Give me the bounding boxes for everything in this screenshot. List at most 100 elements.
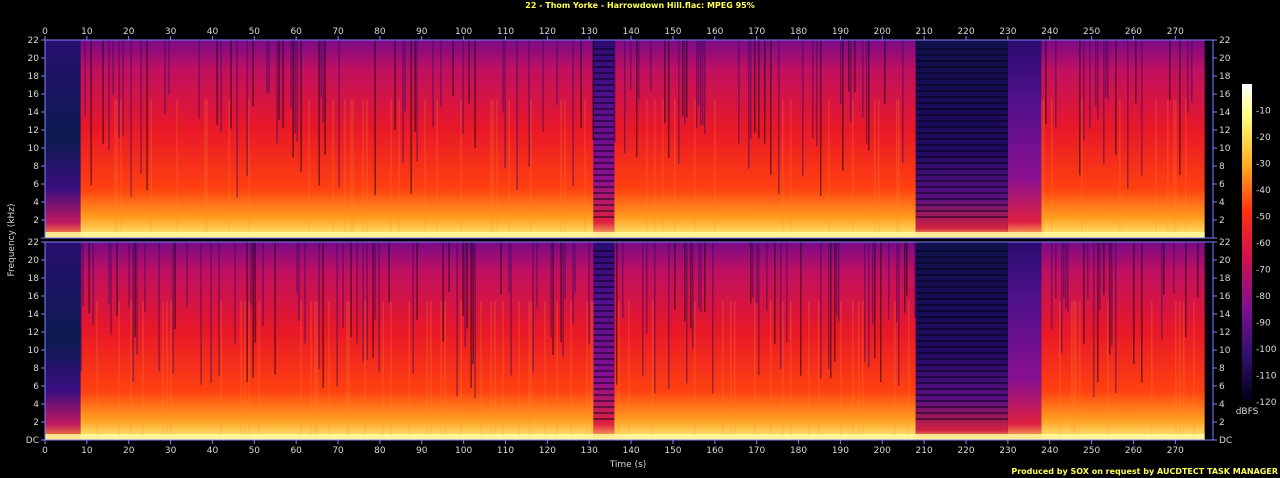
y-tick-label: 14 bbox=[28, 310, 40, 320]
x-tick-label: 270 bbox=[1167, 446, 1184, 456]
spectral-streaks bbox=[84, 40, 1193, 239]
x-tick-label-top: 140 bbox=[622, 27, 639, 37]
x-tick-label: 60 bbox=[290, 446, 302, 456]
y-tick-label: 10 bbox=[28, 144, 40, 154]
colorbar-tick-label: -70 bbox=[1256, 266, 1271, 276]
y-tick-label-right: 10 bbox=[1219, 144, 1231, 154]
chart-title: 22 - Thom Yorke - Harrowdown Hill.flac: … bbox=[525, 1, 755, 10]
y-tick-label-right: 2 bbox=[1219, 418, 1225, 428]
y-tick-label-right: 10 bbox=[1219, 346, 1231, 356]
x-tick-label-top: 50 bbox=[249, 27, 261, 37]
y-tick-label: 10 bbox=[28, 346, 40, 356]
x-tick-label-top: 270 bbox=[1167, 27, 1184, 37]
x-tick-label: 160 bbox=[706, 446, 723, 456]
segment-0 bbox=[45, 40, 81, 238]
colorbar-tick-label: -20 bbox=[1256, 133, 1271, 143]
colorbar-tick-label: -120 bbox=[1256, 398, 1277, 408]
y-tick-label-right: 16 bbox=[1219, 292, 1231, 302]
x-tick-label: 40 bbox=[207, 446, 219, 456]
colorbar bbox=[1242, 84, 1252, 402]
segment-4 bbox=[915, 40, 1008, 238]
segment-0 bbox=[45, 242, 81, 440]
y-tick-label-right: 8 bbox=[1219, 364, 1225, 374]
x-tick-label-top: 30 bbox=[165, 27, 177, 37]
y-tick-label-right: 22 bbox=[1219, 36, 1230, 46]
x-tick-label-top: 120 bbox=[539, 27, 556, 37]
x-axis-label: Time (s) bbox=[609, 460, 647, 470]
colorbar-tick-label: -80 bbox=[1256, 292, 1271, 302]
y-tick-label-right: 6 bbox=[1219, 180, 1225, 190]
segment-5 bbox=[1007, 242, 1042, 440]
y-tick-label: 4 bbox=[33, 198, 39, 208]
x-tick-label-top: 70 bbox=[332, 27, 344, 37]
spectral-streaks bbox=[80, 242, 1199, 440]
x-tick-label: 230 bbox=[999, 446, 1016, 456]
channel-panel-right bbox=[45, 242, 1213, 440]
colorbar-tick-label: -50 bbox=[1256, 213, 1271, 223]
segment-6 bbox=[1041, 242, 1205, 440]
y-axis-label: Frequency (kHz) bbox=[7, 203, 17, 276]
x-tick-label: 130 bbox=[581, 446, 598, 456]
x-tick-label-top: 170 bbox=[748, 27, 765, 37]
x-tick-label: 150 bbox=[664, 446, 681, 456]
y-tick-label-right: 2 bbox=[1219, 216, 1225, 226]
y-tick-label: 16 bbox=[28, 292, 40, 302]
x-tick-label: 10 bbox=[81, 446, 93, 456]
x-tick-label: 240 bbox=[1041, 446, 1058, 456]
x-tick-label: 120 bbox=[539, 446, 556, 456]
segment-1 bbox=[80, 40, 594, 238]
y-tick-label-right: 12 bbox=[1219, 126, 1230, 136]
colorbar-tick-label: -40 bbox=[1256, 186, 1271, 196]
y-tick-label-right: 18 bbox=[1219, 274, 1231, 284]
y-tick-label: 20 bbox=[28, 54, 40, 64]
y-tick-label: 18 bbox=[28, 72, 40, 82]
segment-6 bbox=[1041, 40, 1205, 238]
y-tick-label-right: 20 bbox=[1219, 256, 1231, 266]
x-tick-label-top: 150 bbox=[664, 27, 681, 37]
y-tick-label-right: 18 bbox=[1219, 72, 1231, 82]
x-tick-label-top: 60 bbox=[290, 27, 302, 37]
y-tick-label: 12 bbox=[28, 328, 39, 338]
x-tick-label: 80 bbox=[374, 446, 386, 456]
y-tick-label: 12 bbox=[28, 126, 39, 136]
x-tick-label: 30 bbox=[165, 446, 177, 456]
x-tick-label: 210 bbox=[916, 446, 933, 456]
y-tick-label: 8 bbox=[33, 162, 39, 172]
segment-2 bbox=[593, 242, 615, 440]
x-tick-label-top: 200 bbox=[874, 27, 891, 37]
x-tick-label-top: 0 bbox=[42, 27, 48, 37]
y-tick-label: 2 bbox=[33, 216, 39, 226]
y-tick-label-right: 20 bbox=[1219, 54, 1231, 64]
segment-5 bbox=[1007, 40, 1042, 238]
x-tick-label: 200 bbox=[874, 446, 891, 456]
x-tick-label: 110 bbox=[497, 446, 514, 456]
x-tick-label: 0 bbox=[42, 446, 48, 456]
y-tick-label-right: 6 bbox=[1219, 382, 1225, 392]
x-tick-label: 180 bbox=[790, 446, 807, 456]
x-tick-label-top: 100 bbox=[455, 27, 472, 37]
y-tick-label-right: DC bbox=[1219, 436, 1232, 446]
y-tick-label-right: 22 bbox=[1219, 238, 1230, 248]
y-tick-label-right: 14 bbox=[1219, 310, 1231, 320]
segment-2 bbox=[593, 40, 615, 238]
x-tick-label-top: 130 bbox=[581, 27, 598, 37]
x-tick-label: 170 bbox=[748, 446, 765, 456]
x-tick-label: 50 bbox=[249, 446, 261, 456]
segment-4 bbox=[915, 242, 1008, 440]
x-tick-label-top: 260 bbox=[1125, 27, 1142, 37]
y-tick-label: 14 bbox=[28, 108, 40, 118]
y-tick-label-right: 14 bbox=[1219, 108, 1231, 118]
y-tick-label-right: 12 bbox=[1219, 328, 1230, 338]
x-tick-label-top: 80 bbox=[374, 27, 386, 37]
x-tick-label-top: 210 bbox=[916, 27, 933, 37]
colorbar-tick-label: -90 bbox=[1256, 319, 1271, 329]
x-tick-label: 70 bbox=[332, 446, 344, 456]
y-tick-label: 2 bbox=[33, 418, 39, 428]
x-tick-label: 20 bbox=[123, 446, 135, 456]
x-tick-label: 220 bbox=[957, 446, 974, 456]
y-tick-label: 18 bbox=[28, 274, 40, 284]
x-tick-label-top: 190 bbox=[832, 27, 849, 37]
colorbar-tick-label: -110 bbox=[1256, 372, 1277, 382]
x-tick-label-top: 160 bbox=[706, 27, 723, 37]
